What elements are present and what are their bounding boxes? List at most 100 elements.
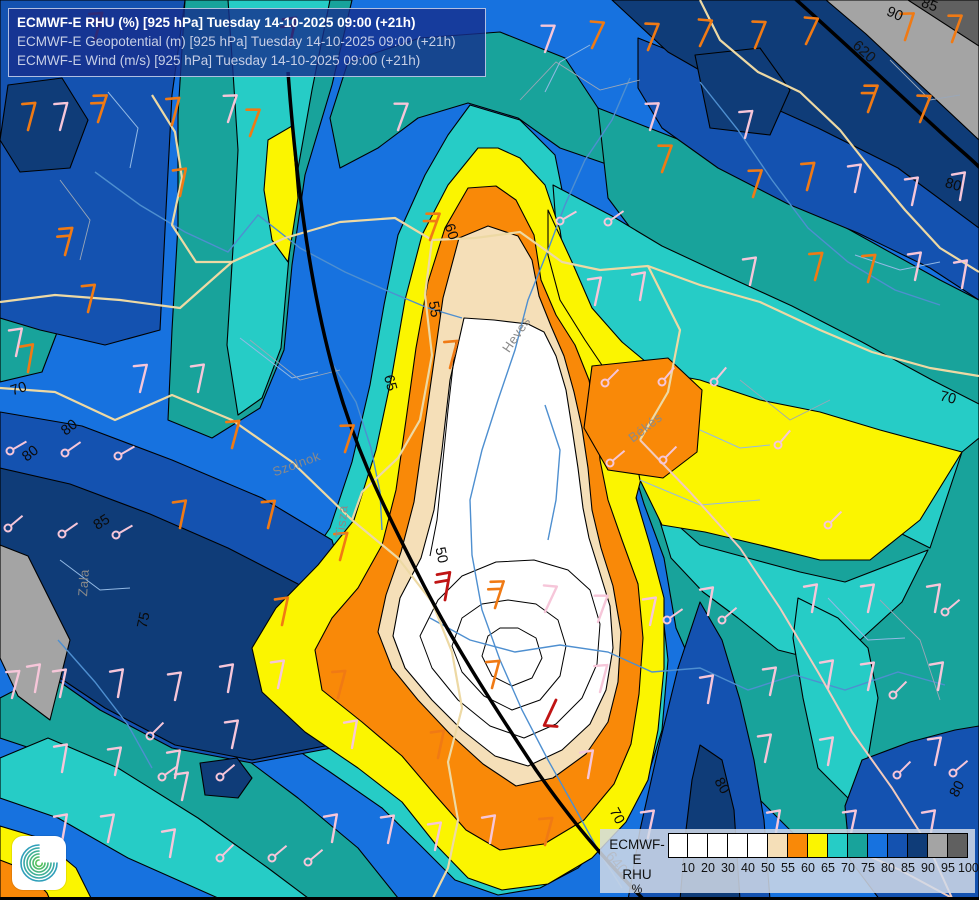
calm-stem <box>164 765 179 776</box>
wind-barb <box>589 20 606 50</box>
rh-region <box>694 47 791 136</box>
river-line <box>94 171 463 319</box>
title-line-rhu: ECMWF-E RHU (%) [925 hPa] Tuesday 14-10-… <box>17 15 416 30</box>
calm-wind-station <box>157 765 179 782</box>
wind-barb <box>426 821 443 852</box>
rh-contour-label: 70 <box>9 379 29 399</box>
legend-swatch <box>868 833 888 858</box>
legend-title-unit: % <box>631 882 643 896</box>
calm-circle-icon <box>60 448 70 458</box>
wind-barb <box>393 102 409 132</box>
wind-barb <box>950 171 967 202</box>
wind-barb <box>818 736 835 767</box>
legend-swatches <box>668 833 973 858</box>
wind-barb <box>593 663 609 694</box>
calm-circle-icon <box>57 529 67 539</box>
calm-wind-station <box>888 680 908 700</box>
calm-stem <box>221 843 235 857</box>
country-border <box>351 519 464 900</box>
title-line-wind: ECMWF-E Wind (m/s) [925 hPa] Tuesday 14-… <box>17 53 421 68</box>
wind-barb <box>222 94 238 124</box>
calm-wind-station <box>603 210 625 227</box>
wind-barb <box>422 212 441 242</box>
legend-swatch <box>808 833 828 858</box>
calm-stem <box>829 510 843 524</box>
calm-wind-station <box>60 441 82 458</box>
legend-tick: 55 <box>781 861 795 875</box>
calm-wind-station <box>555 210 577 226</box>
river-line <box>544 404 561 541</box>
calm-wind-station <box>600 368 620 388</box>
river-line <box>699 81 941 306</box>
calm-circle-icon <box>267 853 277 863</box>
stream-line <box>699 429 771 449</box>
calm-wind-station <box>948 760 969 778</box>
rh-contour-label: 70 <box>606 805 628 827</box>
calm-stem <box>222 764 236 776</box>
rh-contour-label: 75 <box>135 611 154 630</box>
legend-swatch <box>848 833 868 858</box>
place-name-label: Tisza <box>332 504 350 539</box>
wind-barb <box>644 102 660 132</box>
legend-tick: 95 <box>941 861 955 875</box>
legend-tick: 50 <box>761 861 775 875</box>
calm-wind-station <box>773 429 791 450</box>
wind-barb <box>537 816 554 847</box>
title-line-geopotential: ECMWF-E Geopotential (m) [925 hPa] Tuesd… <box>17 34 456 49</box>
wind-barb <box>171 499 188 530</box>
calm-stem <box>947 599 961 611</box>
calm-circle-icon <box>157 772 167 782</box>
stream-line <box>107 91 139 169</box>
wind-barb <box>925 583 942 614</box>
rh-contour-label: 85 <box>919 0 940 16</box>
wind-barb <box>160 828 177 859</box>
calm-wind-station <box>657 366 675 387</box>
geopotential-line <box>793 0 979 170</box>
wind-barb <box>260 499 277 530</box>
calm-stem <box>151 721 165 735</box>
river-line <box>329 359 383 531</box>
calm-circle-icon <box>823 520 833 530</box>
river-line <box>57 639 153 769</box>
wind-barb <box>322 813 339 844</box>
rh-contour-label: 65 <box>380 373 400 393</box>
calm-wind-station <box>605 450 626 468</box>
wind-barb <box>5 669 21 700</box>
legend-tick: 65 <box>821 861 835 875</box>
stream-line <box>639 479 761 506</box>
legend-tick: 85 <box>901 861 915 875</box>
calm-circle-icon <box>662 615 672 625</box>
calm-circle-icon <box>948 768 958 778</box>
wind-barb <box>173 771 190 802</box>
calm-stem <box>955 760 969 772</box>
wind-barb <box>52 743 69 774</box>
calm-wind-station <box>662 608 684 625</box>
admin-boundary <box>879 599 941 701</box>
country-border <box>0 216 979 378</box>
wind-barb <box>756 733 773 764</box>
rh-contour-label: 50 <box>431 546 450 565</box>
river-line <box>429 617 946 691</box>
legend-scale: 10 20 30 40 50 55 60 65 70 75 80 85 90 95 100 <box>668 833 979 875</box>
rh-contour-label: 80 <box>943 175 963 195</box>
calm-stem <box>664 445 678 459</box>
wind-barb <box>434 571 452 602</box>
calm-wind-station <box>5 440 27 456</box>
wind-barb <box>166 671 183 702</box>
rh-contour-label: 70 <box>938 388 958 407</box>
rh-region <box>907 0 979 47</box>
calm-stem <box>118 524 133 535</box>
legend-tick: 90 <box>921 861 935 875</box>
legend-tick: 10 <box>681 861 695 875</box>
legend-swatch <box>688 833 708 858</box>
admin-boundary <box>59 179 91 261</box>
wind-barb <box>342 719 359 750</box>
wind-barb <box>245 108 261 138</box>
legend-swatch <box>908 833 928 858</box>
wind-barb <box>486 580 505 610</box>
wind-barb <box>379 814 396 845</box>
admin-boundary <box>249 339 341 381</box>
calm-wind-station <box>113 445 135 461</box>
country-border <box>639 439 953 899</box>
